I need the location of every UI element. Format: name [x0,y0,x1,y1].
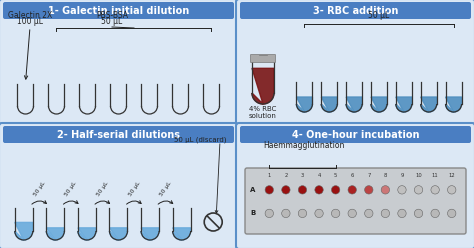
Circle shape [398,209,406,217]
FancyBboxPatch shape [240,2,471,19]
Circle shape [298,209,307,217]
Polygon shape [173,228,191,240]
Circle shape [381,209,390,217]
Text: 2: 2 [284,173,288,178]
Circle shape [298,186,307,194]
Text: 50 μL: 50 μL [368,11,390,20]
FancyBboxPatch shape [236,0,474,125]
FancyBboxPatch shape [3,126,234,143]
Text: 8: 8 [383,173,387,178]
Text: 10: 10 [415,173,422,178]
Text: 11: 11 [432,173,438,178]
Text: 3- RBC addition: 3- RBC addition [313,5,398,15]
Circle shape [431,186,439,194]
Text: 1- Galectin initial dilution: 1- Galectin initial dilution [48,5,189,15]
Text: 6: 6 [350,173,354,178]
Text: A: A [250,187,255,193]
Text: 50 μL: 50 μL [101,17,123,26]
Circle shape [315,186,323,194]
Polygon shape [346,97,362,112]
Polygon shape [396,97,412,112]
Polygon shape [15,222,33,240]
Text: 50 µL: 50 µL [33,181,46,197]
Text: Galectin 2X: Galectin 2X [8,11,52,20]
Polygon shape [321,97,337,112]
Polygon shape [296,97,312,112]
FancyBboxPatch shape [236,123,474,248]
Text: 4% RBC
solution: 4% RBC solution [249,106,277,119]
FancyBboxPatch shape [245,168,466,234]
Text: 100 μL: 100 μL [17,17,43,26]
Circle shape [431,209,439,217]
Text: 1: 1 [268,173,271,178]
Circle shape [414,186,423,194]
Polygon shape [46,228,64,240]
Circle shape [348,186,356,194]
Polygon shape [421,97,437,112]
Circle shape [331,186,340,194]
Polygon shape [109,228,128,240]
Polygon shape [141,228,159,240]
Text: 50 µL: 50 µL [96,181,109,197]
Text: 50 µL: 50 µL [128,181,141,197]
FancyBboxPatch shape [0,123,238,248]
Text: B: B [250,210,255,217]
Text: 4- One-hour incubation: 4- One-hour incubation [292,129,419,139]
Circle shape [331,209,340,217]
Polygon shape [371,97,387,112]
Circle shape [315,209,323,217]
Text: 4: 4 [318,173,321,178]
Text: 50 μL (discard): 50 μL (discard) [174,137,227,143]
Circle shape [447,209,456,217]
FancyBboxPatch shape [240,126,471,143]
Text: 2- Half-serial dilutions: 2- Half-serial dilutions [57,129,180,139]
FancyBboxPatch shape [0,0,238,125]
Text: 5: 5 [334,173,337,178]
Circle shape [447,186,456,194]
Text: 50 µL: 50 µL [159,181,173,197]
Circle shape [348,209,356,217]
Text: 7: 7 [367,173,371,178]
Circle shape [265,186,273,194]
Polygon shape [78,228,96,240]
FancyBboxPatch shape [3,2,234,19]
Circle shape [414,209,423,217]
Circle shape [282,209,290,217]
Polygon shape [446,97,462,112]
Polygon shape [252,68,274,104]
Text: 3: 3 [301,173,304,178]
Circle shape [365,209,373,217]
Text: PBS-BSA: PBS-BSA [96,11,128,20]
Circle shape [398,186,406,194]
Text: 9: 9 [400,173,404,178]
Circle shape [365,186,373,194]
Text: Haemmagglutination: Haemmagglutination [264,142,345,151]
Circle shape [282,186,290,194]
Circle shape [265,209,273,217]
Circle shape [381,186,390,194]
Text: 50 µL: 50 µL [64,181,78,197]
FancyBboxPatch shape [250,55,275,62]
Text: 12: 12 [448,173,455,178]
